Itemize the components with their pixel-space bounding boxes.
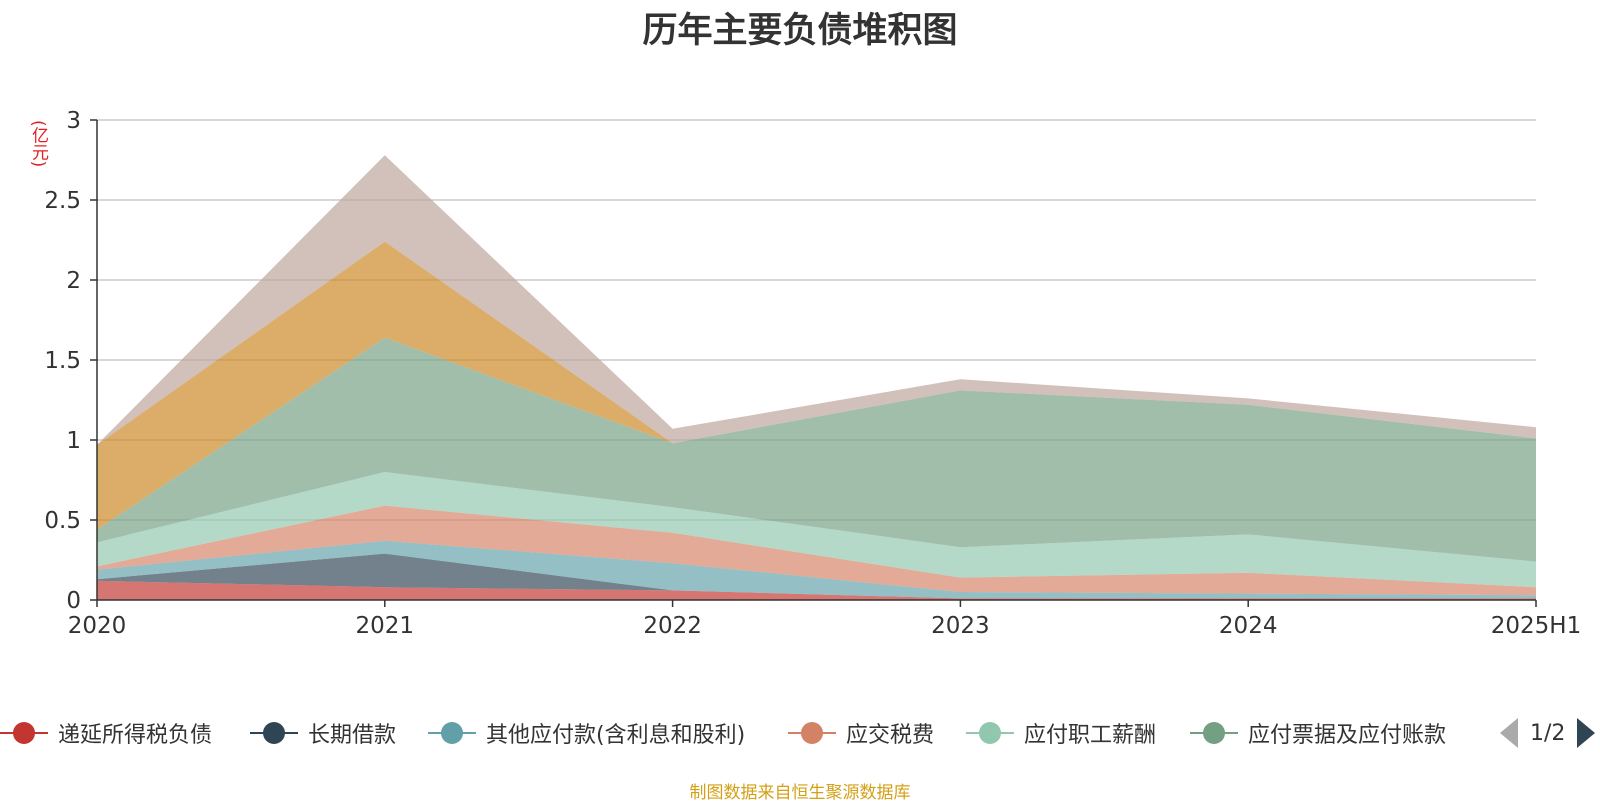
x-tick-label: 2020 <box>68 613 127 639</box>
legend-next-page-icon[interactable] <box>1577 718 1596 748</box>
legend-label: 长期借款 <box>308 723 397 748</box>
legend-pager: 1/2 <box>1500 716 1596 750</box>
legend: 递延所得税负债 长期借款 其他应付款(含利息和股利) 应交税费 应付职工薪酬 应付票据及应… <box>0 716 1600 756</box>
legend-marker-icon <box>250 716 298 750</box>
area-series-4 <box>97 505 1536 596</box>
area-series <box>97 155 1536 600</box>
legend-label: 应付职工薪酬 <box>1024 723 1157 748</box>
legend-label: 应付票据及应付账款 <box>1248 723 1447 748</box>
legend-item[interactable]: 应付票据及应付账款 <box>1190 716 1446 750</box>
x-tick-label: 2022 <box>643 613 702 639</box>
legend-marker-icon <box>1190 716 1238 750</box>
legend-item[interactable]: 长期借款 <box>250 716 396 750</box>
x-tick-label: 2025H1 <box>1491 613 1581 639</box>
legend-label: 递延所得税负债 <box>58 723 213 748</box>
legend-label: 应交税费 <box>846 723 935 748</box>
y-tick-label: 1.5 <box>44 348 81 374</box>
y-tick-label: 1 <box>66 428 81 454</box>
legend-marker-icon <box>0 716 48 750</box>
legend-label: 其他应付款(含利息和股利) <box>486 723 746 748</box>
y-tick-label: 0.5 <box>44 508 81 534</box>
area-series-1 <box>97 580 1536 600</box>
legend-marker-icon <box>788 716 836 750</box>
data-source-note: 制图数据来自恒生聚源数据库 <box>689 783 911 803</box>
legend-prev-page-icon[interactable] <box>1500 718 1518 748</box>
area-series-2 <box>97 553 1536 599</box>
area-series-5 <box>97 472 1536 588</box>
legend-marker-icon <box>966 716 1014 750</box>
y-axis-unit-label: (亿元) <box>28 120 48 168</box>
area-series-3 <box>97 540 1536 599</box>
x-tick-label: 2021 <box>356 613 415 639</box>
x-tick-label: 2024 <box>1219 613 1278 639</box>
legend-item[interactable]: 应交税费 <box>788 716 934 750</box>
y-tick-label: 2.5 <box>44 188 81 214</box>
axes <box>90 119 1537 607</box>
y-tick-label: 2 <box>66 268 81 294</box>
area-series-6 <box>97 337 1536 562</box>
legend-item[interactable]: 递延所得税负债 <box>0 716 212 750</box>
area-series-8 <box>97 155 1536 445</box>
y-tick-label: 0 <box>66 588 81 614</box>
tick-labels: 0 0.5 1 1.5 2 2.5 3 2020 2021 2022 2023 2024 2025H1 <box>44 108 1581 639</box>
legend-item[interactable]: 应付职工薪酬 <box>966 716 1156 750</box>
x-tick-label: 2023 <box>931 613 990 639</box>
legend-item[interactable]: 其他应付款(含利息和股利) <box>428 716 745 750</box>
legend-marker-icon <box>428 716 476 750</box>
chart-title: 历年主要负债堆积图 <box>642 11 958 51</box>
legend-page-indicator: 1/2 <box>1530 720 1566 746</box>
area-series-7 <box>97 241 1536 530</box>
y-tick-label: 3 <box>66 108 81 134</box>
